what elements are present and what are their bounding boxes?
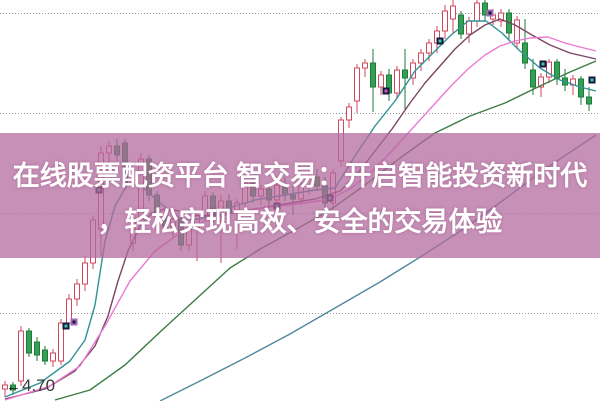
price-label: ← 4.70 (6, 376, 55, 396)
price-label-value: 4.70 (22, 376, 56, 395)
promo-banner-overlay: 在线股票配资平台 智交易：开启智能投资新时代 ，轻松实现高效、安全的交易体验 (0, 133, 600, 258)
price-arrow-icon: ← (6, 377, 21, 395)
candles (2, 0, 592, 397)
banner-title-line-1: 在线股票配资平台 智交易：开启智能投资新时代 (12, 160, 588, 191)
banner-title-line-2: ，轻松实现高效、安全的交易体验 (97, 206, 503, 237)
